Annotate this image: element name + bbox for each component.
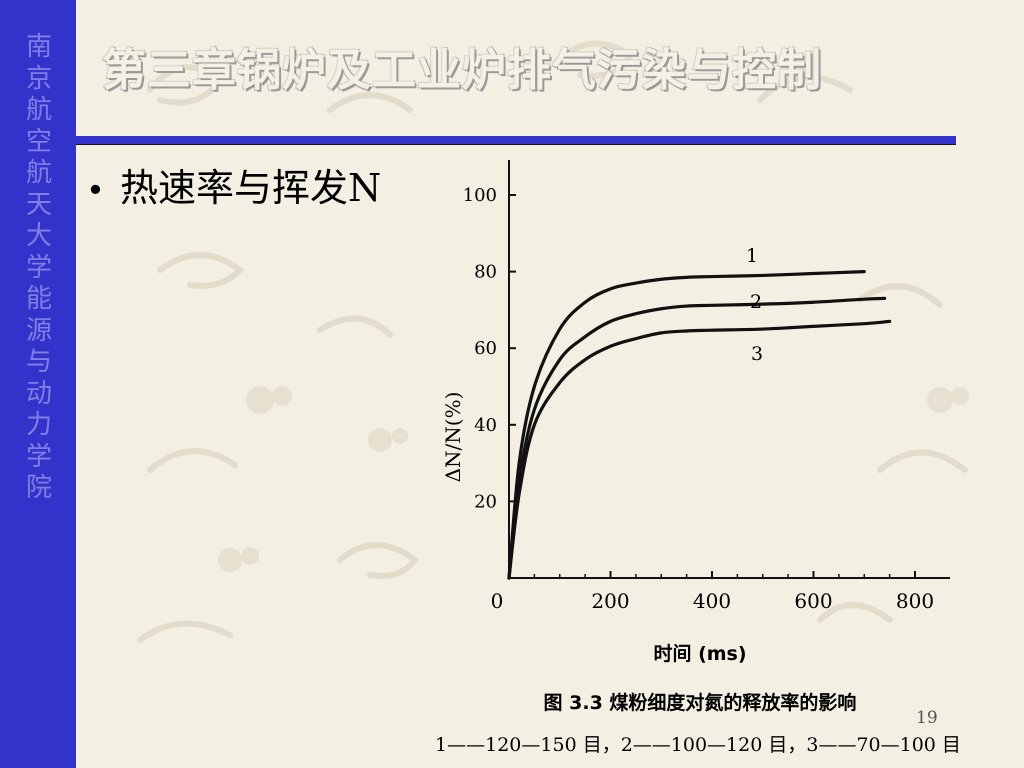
bullet-dot: • <box>86 171 105 209</box>
y-axis-label: ΔN/N(%) <box>441 392 465 483</box>
series-line-3 <box>507 319 892 580</box>
y-tick-label: 80 <box>474 262 497 283</box>
series-label-3: 3 <box>751 343 763 365</box>
bullet-text: 热速率与挥发N <box>120 166 382 210</box>
bullet-item: • 热速率与挥发N <box>86 162 381 216</box>
sidebar: 南京航空航天大学能源与动力学院 <box>0 0 76 768</box>
y-tick-label: 100 <box>463 185 497 206</box>
x-axis-label: 时间 (ms) <box>653 643 746 665</box>
x-tick-label: 0 <box>491 589 504 613</box>
title-divider <box>76 136 956 145</box>
slide-number: 19 <box>916 708 938 728</box>
y-tick-label: 40 <box>474 415 497 436</box>
series-line-1 <box>507 270 866 580</box>
x-tick-label: 600 <box>794 589 832 613</box>
series-label-2: 2 <box>750 291 762 313</box>
y-tick-label: 60 <box>474 338 497 359</box>
x-tick-label: 800 <box>896 589 934 613</box>
x-tick-label: 200 <box>591 589 629 613</box>
sidebar-institution-text: 南京航空航天大学能源与动力学院 <box>25 32 52 503</box>
series-line-2 <box>507 296 887 580</box>
figure-caption: 图 3.3 煤粉细度对氮的释放率的影响 <box>544 691 857 714</box>
series-label-1: 1 <box>746 245 758 267</box>
slide-title: 第三章锅炉及工业炉排气污染与控制 <box>102 45 822 96</box>
legend-text: 1——120—150 目，2——100—120 目，3——70—100 目 <box>435 734 961 756</box>
y-tick-label: 20 <box>474 491 497 512</box>
x-tick-label: 400 <box>693 589 731 613</box>
